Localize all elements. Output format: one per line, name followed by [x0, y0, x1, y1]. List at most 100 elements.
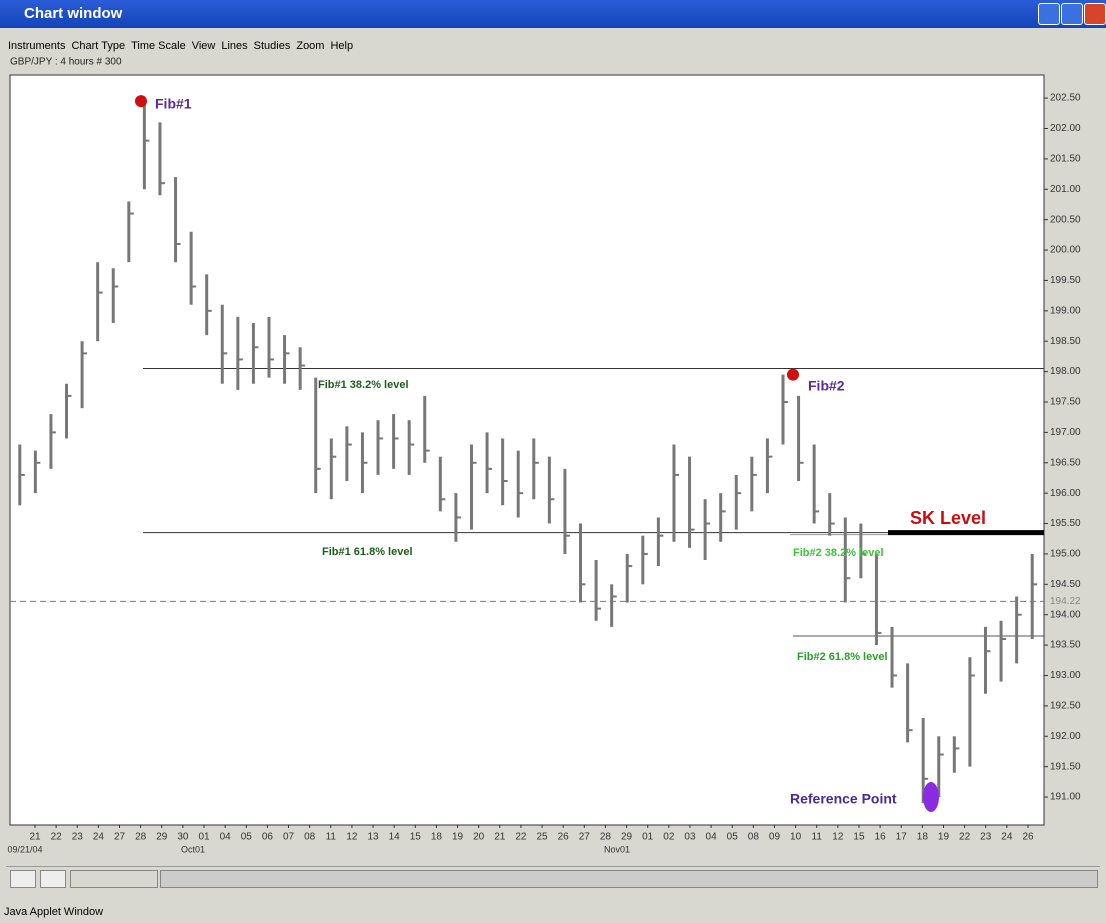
- field: [70, 870, 158, 888]
- annotation: Fib#1 61.8% level: [322, 546, 413, 558]
- x-tick-label: 11: [812, 832, 823, 843]
- x-tick-label: 04: [706, 832, 718, 843]
- x-tick-label: 27: [114, 832, 126, 843]
- x-tick-label: 28: [600, 832, 612, 843]
- annotation: Reference Point: [790, 791, 897, 807]
- x-tick-label: 08: [748, 832, 760, 843]
- title-bar: Chart window: [0, 0, 1106, 28]
- chart-title: GBP/JPY : 4 hours # 300: [10, 57, 122, 68]
- menu-item[interactable]: Help: [330, 40, 354, 52]
- x-tick-label: 27: [579, 832, 591, 843]
- menu-item[interactable]: View: [191, 40, 216, 52]
- plot-area: [9, 74, 1045, 826]
- menu-item[interactable]: Instruments: [8, 40, 66, 52]
- x-tick-label: 18: [917, 832, 929, 843]
- x-tick-label: 01: [642, 832, 654, 843]
- x-tick-label: 06: [262, 832, 274, 843]
- y-tick-label: 192.00: [1050, 731, 1081, 742]
- annotation: SK Level: [910, 508, 986, 528]
- fib1-marker: [135, 95, 147, 108]
- x-tick-label: 26: [558, 832, 570, 843]
- status-bar: Java Applet Window: [4, 906, 104, 918]
- x-tick-label: 21: [29, 832, 41, 843]
- chart: GBP/JPY : 4 hours # 300 191.00 191.50 192.…: [7, 57, 1081, 855]
- y-tick-label: 193.50: [1050, 640, 1081, 651]
- reference-marker: [923, 782, 939, 813]
- x-tick-label: 05: [727, 832, 739, 843]
- x-tick-label: 24: [93, 832, 105, 843]
- y-tick-label: 201.50: [1050, 154, 1081, 165]
- y-tick-label: 200.50: [1050, 214, 1081, 225]
- x-tick-label: 22: [515, 832, 527, 843]
- y-tick-label: 199.50: [1050, 275, 1081, 286]
- y-tick-label: 195.00: [1050, 549, 1081, 560]
- y-tick-label: 198.00: [1050, 366, 1081, 377]
- x-tick-label: 17: [896, 832, 908, 843]
- annotation: Fib#1: [155, 96, 192, 112]
- x-tick-label: 29: [621, 832, 633, 843]
- x-tick-label: 22: [959, 832, 971, 843]
- minimize-button[interactable]: [1038, 3, 1060, 25]
- y-tick-label: 191.00: [1050, 792, 1081, 803]
- x-tick-label: 19: [452, 832, 464, 843]
- menu-item[interactable]: Chart Type: [71, 40, 126, 52]
- window-title: Chart window: [24, 5, 123, 22]
- y-tick-label: 202.00: [1050, 123, 1081, 134]
- x-tick-label: 14: [389, 832, 401, 843]
- x-tick-label: 16: [875, 832, 887, 843]
- y-tick-label: 194.50: [1050, 579, 1081, 590]
- menu-bar: Instruments Chart Type Time Scale View Lines…: [8, 40, 359, 52]
- y-tick-label: 194.00: [1050, 609, 1081, 620]
- y-tick-label: 191.50: [1050, 761, 1081, 772]
- x-tick-label: 12: [346, 832, 358, 843]
- tool-button[interactable]: [10, 870, 36, 888]
- annotation: Fib#2: [808, 378, 845, 394]
- menu-item[interactable]: Time Scale: [131, 40, 186, 52]
- x-tick-label: 24: [1001, 832, 1013, 843]
- x-tick-label: 15: [410, 832, 422, 843]
- period-label: 09/21/04: [7, 844, 42, 854]
- y-tick-label: 202.50: [1050, 93, 1081, 104]
- x-tick-label: 21: [494, 832, 506, 843]
- y-tick-label: 196.00: [1050, 488, 1081, 499]
- last-price-label: 194.22: [1050, 596, 1081, 607]
- fib2-marker: [787, 368, 799, 381]
- x-tick-label: 30: [177, 832, 189, 843]
- y-tick-label: 199.00: [1050, 305, 1081, 316]
- x-tick-label: 15: [853, 832, 865, 843]
- period-label: Oct01: [181, 844, 205, 854]
- y-tick-label: 192.50: [1050, 701, 1081, 712]
- x-tick-label: 07: [283, 832, 295, 843]
- y-tick-label: 195.50: [1050, 518, 1081, 529]
- y-tick-label: 201.00: [1050, 184, 1081, 195]
- x-tick-label: 09: [769, 832, 781, 843]
- toolbar: [6, 866, 1100, 889]
- y-tick-label: 198.50: [1050, 336, 1081, 347]
- y-tick-label: 193.00: [1050, 670, 1081, 681]
- x-tick-label: 12: [832, 832, 844, 843]
- x-tick-label: 10: [790, 832, 802, 843]
- scrollbar[interactable]: [160, 870, 1098, 888]
- annotation: Fib#1 38.2% level: [318, 379, 409, 391]
- y-tick-label: 197.00: [1050, 427, 1081, 438]
- menu-item[interactable]: Studies: [253, 40, 291, 52]
- x-tick-label: 19: [938, 832, 950, 843]
- x-tick-label: 13: [367, 832, 379, 843]
- annotation: Fib#2 61.8% level: [797, 651, 888, 663]
- x-tick-label: 01: [198, 832, 210, 843]
- x-tick-label: 28: [135, 832, 147, 843]
- x-tick-label: 23: [980, 832, 992, 843]
- menu-item[interactable]: Zoom: [296, 40, 325, 52]
- y-tick-label: 196.50: [1050, 457, 1081, 468]
- y-tick-label: 200.00: [1050, 245, 1081, 256]
- menu-item[interactable]: Lines: [221, 40, 248, 52]
- x-tick-label: 11: [326, 832, 337, 843]
- x-tick-label: 05: [241, 832, 253, 843]
- x-tick-label: 18: [431, 832, 443, 843]
- maximize-button[interactable]: [1061, 3, 1083, 25]
- x-tick-label: 08: [304, 832, 316, 843]
- x-tick-label: 20: [473, 832, 485, 843]
- period-label: Nov01: [604, 844, 630, 854]
- x-tick-label: 29: [156, 832, 168, 843]
- tool-button[interactable]: [40, 870, 66, 888]
